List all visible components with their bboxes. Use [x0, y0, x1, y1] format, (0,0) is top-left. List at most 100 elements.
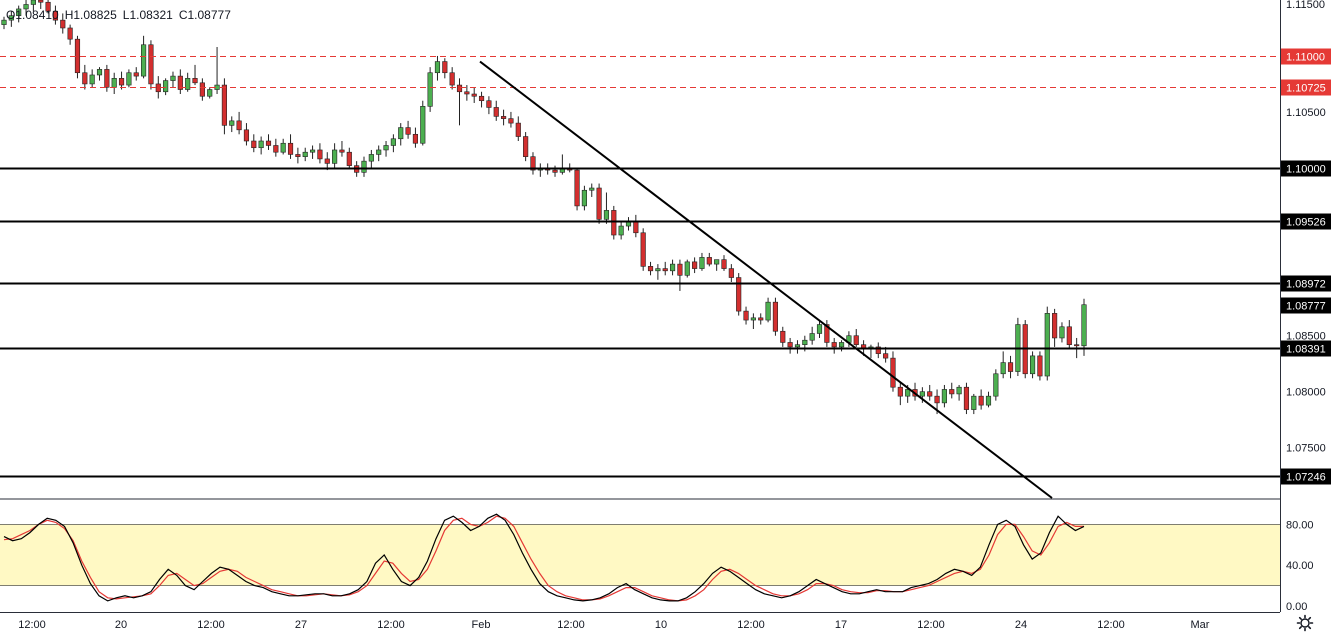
candle [787, 337, 793, 354]
candle [82, 64, 88, 90]
candle [442, 58, 448, 79]
candle-body [669, 263, 676, 272]
candle-body [38, 0, 44, 3]
time-tick: 12:00 [197, 619, 225, 631]
candle [537, 163, 543, 177]
candle [287, 134, 294, 159]
candle [669, 259, 676, 276]
candle-body [199, 82, 205, 97]
candle-body [905, 389, 911, 397]
level-label: 1.07246 [1281, 468, 1331, 485]
level-label-text: 1.10000 [1286, 164, 1326, 176]
gear-icon[interactable] [1296, 614, 1314, 632]
candle [618, 221, 624, 240]
candle [155, 76, 161, 99]
candle [890, 351, 896, 392]
candle-body [96, 69, 103, 76]
candle-body [45, 1, 51, 12]
candle-body [442, 61, 448, 74]
candle-body [170, 75, 176, 81]
candle-body [1052, 313, 1058, 339]
candle-body [52, 10, 59, 21]
candle-body [361, 160, 367, 173]
oscillator-main-line [3, 513, 1085, 602]
candle-body [1037, 355, 1043, 377]
level-label-text: 1.10725 [1286, 83, 1326, 95]
candle-body [927, 391, 933, 397]
price-tick: 1.08000 [1286, 387, 1326, 399]
oscillator-tick: 80.00 [1286, 519, 1314, 531]
candle-body [802, 339, 808, 345]
candle-body [8, 15, 14, 21]
price-tick: 1.10500 [1286, 107, 1326, 119]
candle [214, 47, 220, 95]
candle [508, 111, 514, 128]
candle-body [780, 330, 786, 343]
candle-body [552, 169, 558, 173]
candle [1037, 351, 1043, 381]
candle-body [736, 277, 742, 312]
time-tick: 12:00 [377, 619, 405, 631]
candle-body [332, 149, 338, 164]
candle-body [809, 333, 815, 341]
candle [963, 382, 970, 415]
candle-body [875, 346, 881, 354]
candle [332, 143, 338, 168]
last-price-text: 1.08777 [1286, 301, 1326, 313]
candle-body [478, 95, 485, 102]
candle [750, 313, 756, 330]
candle [993, 369, 999, 401]
candle [185, 72, 191, 92]
candle [1081, 298, 1087, 356]
candle-body [434, 61, 441, 74]
level-label: 1.10000 [1281, 160, 1331, 177]
oscillator-tick: 40.00 [1286, 560, 1314, 572]
candle [170, 71, 176, 88]
candle [273, 138, 279, 157]
candle [405, 120, 411, 139]
level-label-bg [1281, 275, 1331, 292]
candle [552, 165, 558, 177]
candle [728, 264, 734, 283]
candle [67, 24, 73, 45]
candle-body [324, 158, 330, 164]
candle [971, 393, 977, 415]
candle [699, 252, 705, 271]
candle-body [508, 118, 514, 124]
candle [1066, 320, 1072, 350]
candle-body [897, 386, 903, 397]
candle [456, 78, 463, 126]
candle-body [89, 74, 95, 85]
level-label-bg [1281, 213, 1331, 230]
candle-body [317, 149, 323, 160]
candle [141, 35, 147, 79]
candle [52, 5, 59, 25]
candle [1044, 306, 1050, 381]
candle-body [251, 140, 257, 149]
candle-body [30, 0, 36, 5]
candle-body [1081, 304, 1087, 347]
candle [493, 100, 499, 121]
candle [574, 167, 580, 211]
candle [714, 259, 720, 271]
candle [868, 344, 874, 359]
candle-body [339, 149, 345, 153]
candle [897, 382, 903, 406]
candle [1, 16, 7, 30]
candle [603, 192, 610, 224]
candle [831, 337, 837, 354]
candle [317, 143, 323, 164]
candle [647, 261, 654, 276]
candle-body [16, 8, 22, 16]
candle-body [398, 127, 404, 140]
candle [258, 136, 264, 155]
candle-body [185, 78, 191, 90]
candle-body [82, 72, 88, 85]
candle [111, 72, 117, 95]
time-tick: 12:00 [737, 619, 765, 631]
candle-body [412, 133, 419, 144]
candle [949, 382, 955, 399]
candle [118, 71, 125, 90]
